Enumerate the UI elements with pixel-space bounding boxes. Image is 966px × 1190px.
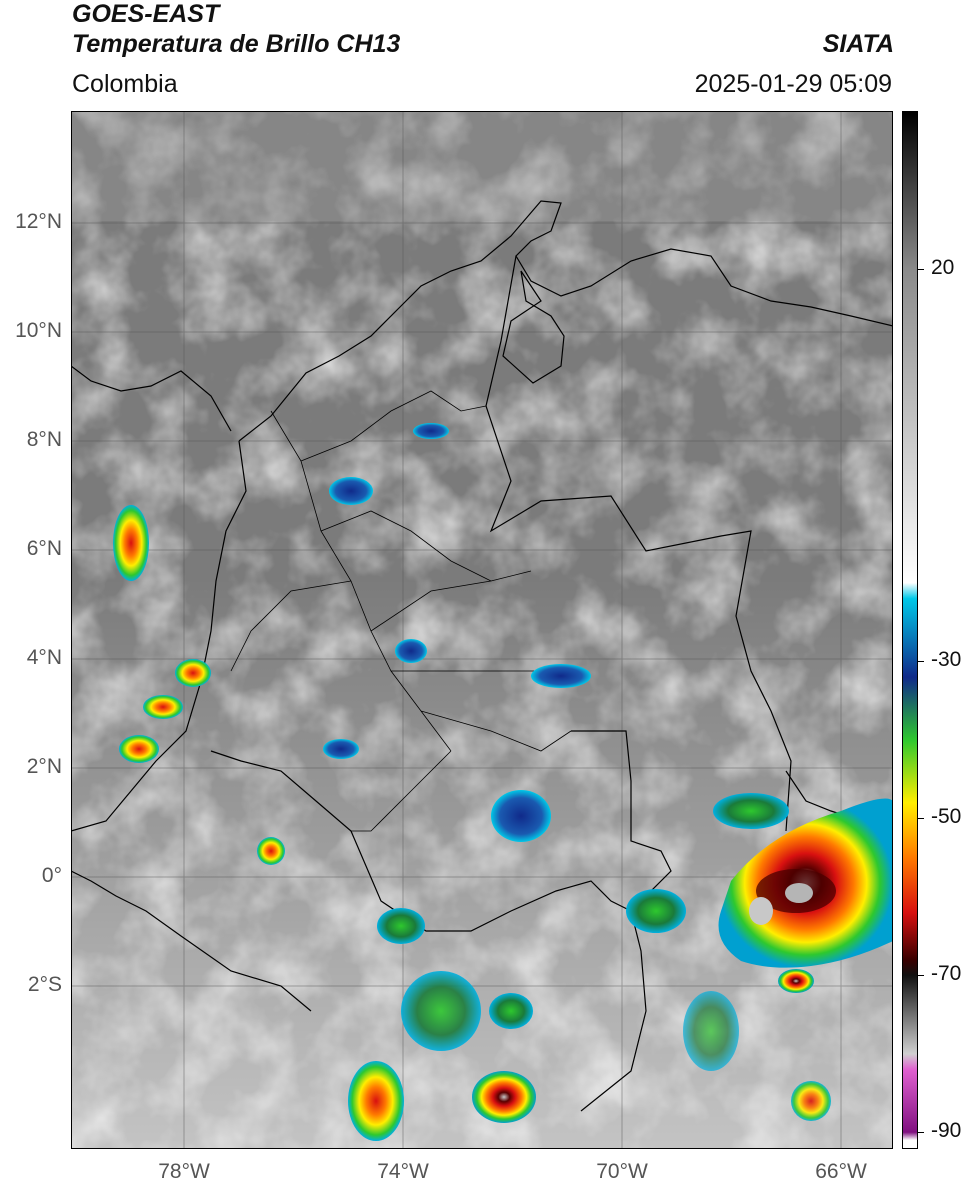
pacific-cell-north	[113, 505, 149, 581]
colombia-venezuela-border	[485, 255, 792, 832]
colorbar-tick-label: -50	[931, 805, 962, 829]
putumayo-convective-cell	[472, 1071, 536, 1123]
colorbar-tick-label: -30	[931, 648, 962, 672]
satellite-title: GOES-EAST	[72, 0, 220, 28]
central-cell	[329, 477, 373, 505]
putumayo-cell-2	[377, 908, 425, 944]
colorbar-tick	[918, 818, 924, 820]
panama-coast	[71, 365, 232, 432]
lat-tick-label: 10°N	[15, 319, 62, 342]
lon-tick-label: 78°W	[158, 1160, 210, 1183]
southern-cluster	[683, 991, 739, 1071]
convective-clouds	[113, 423, 893, 1141]
region-label: Colombia	[72, 70, 178, 98]
colorbar-tick	[918, 1132, 924, 1134]
colombia-brazil-border	[571, 730, 672, 912]
colorbar-tick-label: -90	[931, 1119, 962, 1143]
magdalena-cell	[413, 423, 449, 439]
ecuador-coast	[71, 870, 312, 1012]
lon-tick-label: 70°W	[596, 1160, 648, 1183]
meta-cell	[395, 639, 427, 663]
colorbar-tick	[918, 268, 924, 270]
colorbar-gradient	[903, 112, 917, 1148]
lat-tick-label: 0°	[41, 864, 62, 887]
caribbean-coast	[238, 200, 893, 442]
pacific-cell-mid	[143, 695, 183, 719]
narino-cell	[257, 837, 285, 865]
colombia-south-border	[210, 750, 647, 1112]
vaupes-band	[491, 790, 551, 842]
eastern-cell	[626, 889, 686, 933]
organization-label: SIATA	[822, 30, 894, 58]
internal-departments	[230, 390, 572, 832]
map-frame	[71, 111, 893, 1149]
colorbar	[902, 111, 918, 1149]
putumayo-cluster	[489, 993, 533, 1029]
amazon-cell-top-2	[785, 883, 813, 903]
caqueta-cell-1	[348, 1061, 404, 1141]
cloud-texture	[71, 111, 893, 1149]
pacific-cell-mid-2	[175, 659, 211, 687]
guaviare-cell	[531, 664, 591, 688]
lat-tick-label: 2°N	[26, 755, 62, 778]
huila-cell	[323, 739, 359, 759]
lat-tick-label: 2°S	[27, 973, 62, 996]
amazonas-cells	[401, 971, 481, 1051]
lon-tick-label: 66°W	[815, 1160, 867, 1183]
colorbar-tick-label: -70	[931, 962, 962, 986]
lon-tick-label: 74°W	[377, 1160, 429, 1183]
lat-tick-label: 12°N	[15, 210, 62, 233]
lat-tick-label: 8°N	[26, 428, 62, 451]
satellite-map[interactable]	[71, 111, 893, 1149]
product-title: Temperatura de Brillo CH13	[72, 30, 401, 58]
colorbar-tick-label: 20	[931, 255, 955, 279]
gridlines	[71, 111, 893, 1149]
southeast-cell	[791, 1081, 831, 1121]
datetime-label: 2025-01-29 05:09	[694, 70, 892, 98]
rio-negro-band	[713, 793, 789, 829]
lat-tick-label: 6°N	[26, 537, 62, 560]
pacific-cell-south	[119, 735, 159, 763]
lat-tick-label: 4°N	[26, 646, 62, 669]
northern-cirrus	[71, 111, 893, 221]
amazon-cell-top	[749, 897, 773, 925]
maracaibo-lake	[502, 270, 565, 384]
amazon-south-cell	[778, 969, 814, 993]
map-canvas	[71, 111, 893, 1149]
colorbar-fill	[903, 112, 917, 1148]
colorbar-tick	[918, 661, 924, 663]
colorbar-tick	[918, 975, 924, 977]
